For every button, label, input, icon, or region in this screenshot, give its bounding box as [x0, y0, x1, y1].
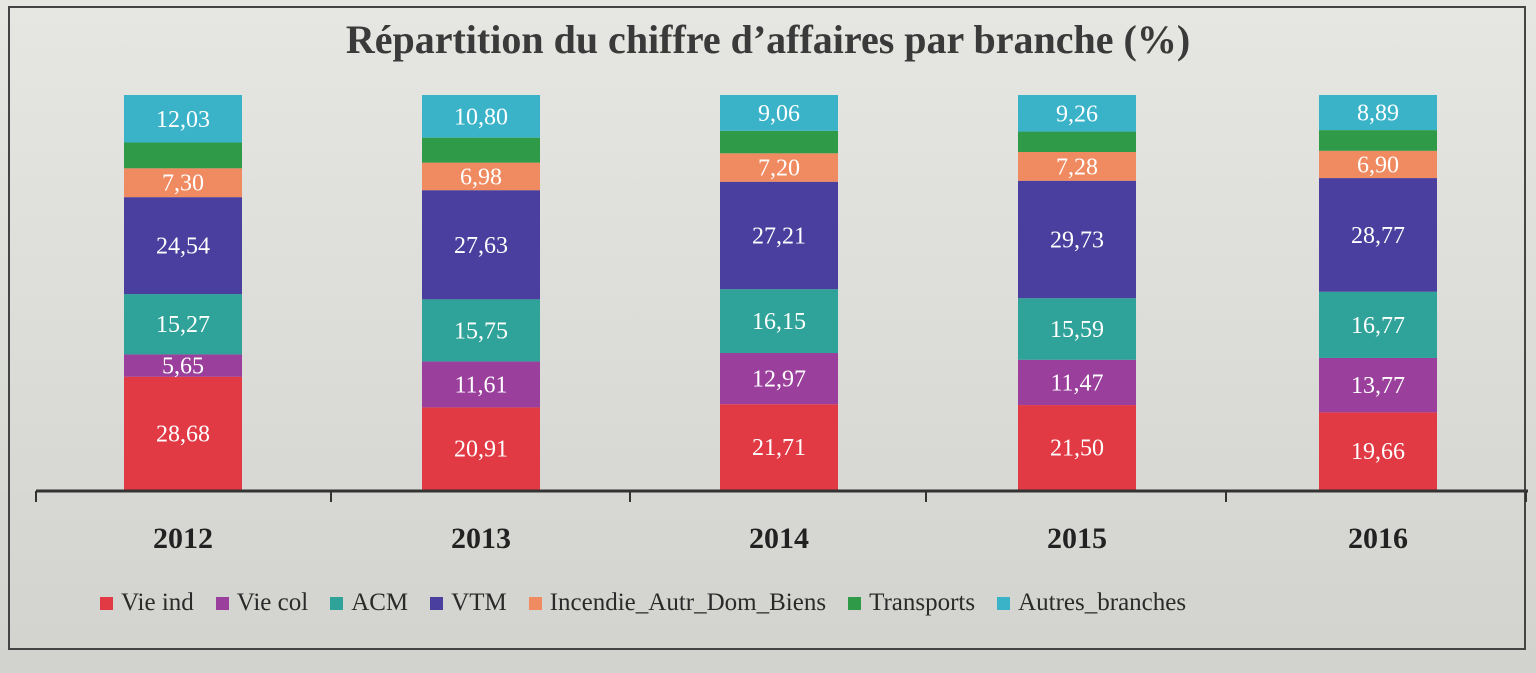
- data-label-2013-6: 10,80: [454, 104, 508, 130]
- data-label-2014-1: 12,97: [752, 367, 806, 393]
- bar-segment-2014-4: [720, 153, 838, 182]
- legend-item-6: Autres_branches: [997, 589, 1186, 617]
- data-label-2012-0: 28,68: [156, 421, 210, 447]
- bar-segment-2014-0: [720, 404, 838, 490]
- legend-swatch-5: [848, 596, 862, 610]
- bar-segment-2013-1: [422, 361, 540, 408]
- x-tick-label-2016: 2016: [1348, 522, 1408, 555]
- data-label-2016-4: 6,90: [1357, 152, 1399, 178]
- data-label-2013-1: 11,61: [454, 372, 507, 398]
- bar-segment-2012-5: [124, 142, 242, 169]
- data-label-2015-0: 21,50: [1050, 436, 1104, 462]
- bar-segment-2015-6: [1018, 95, 1136, 132]
- data-label-2012-3: 24,54: [156, 234, 210, 260]
- legend-item-2: ACM: [330, 589, 408, 617]
- data-label-2016-0: 19,66: [1351, 439, 1405, 465]
- bar-segment-2014-1: [720, 353, 838, 405]
- bar-segment-2015-4: [1018, 151, 1136, 181]
- bar-segment-2013-5: [422, 137, 540, 163]
- chart-frame: [8, 6, 1526, 650]
- data-label-2013-2: 15,75: [454, 318, 508, 344]
- data-label-2012-6: 12,03: [156, 107, 210, 133]
- legend-label-6: Autres_branches: [1018, 589, 1187, 616]
- data-label-2014-0: 21,71: [752, 435, 806, 461]
- bar-segment-2012-3: [124, 197, 242, 295]
- legend-item-4: Incendie_Autr_Dom_Biens: [528, 589, 827, 617]
- bar-segment-2016-3: [1319, 178, 1437, 292]
- data-label-2016-1: 13,77: [1351, 373, 1405, 399]
- legend-label-0: Vie ind: [121, 589, 194, 616]
- chart-title: Répartition du chiffre d’affaires par br…: [345, 17, 1191, 62]
- data-label-2015-4: 7,28: [1056, 154, 1098, 180]
- data-label-2015-3: 29,73: [1050, 227, 1104, 253]
- legend-label-4: Incendie_Autr_Dom_Biens: [549, 589, 827, 616]
- bar-segment-2016-0: [1319, 412, 1437, 490]
- data-label-2012-1: 5,65: [162, 354, 204, 380]
- data-label-2015-6: 9,26: [1056, 101, 1098, 127]
- legend-swatch-4: [528, 596, 542, 610]
- bar-segment-2013-4: [422, 162, 540, 191]
- data-label-2015-2: 15,59: [1050, 317, 1104, 343]
- legend-label-2: ACM: [351, 589, 409, 616]
- data-label-2013-4: 6,98: [460, 164, 502, 190]
- bar-segment-2012-4: [124, 168, 242, 198]
- bar-segment-2012-0: [124, 376, 242, 490]
- x-tick-label-2015: 2015: [1047, 522, 1107, 555]
- bar-segment-2012-1: [124, 354, 242, 377]
- bar-segment-2012-6: [124, 95, 242, 143]
- bar-segment-2012-2: [124, 294, 242, 355]
- bar-segment-2016-2: [1319, 291, 1437, 358]
- legend-swatch-0: [100, 596, 113, 610]
- legend-swatch-3: [430, 596, 444, 610]
- bar-segment-2013-2: [422, 299, 540, 362]
- data-label-2016-2: 16,77: [1351, 313, 1405, 339]
- bar-segment-2014-6: [720, 95, 838, 131]
- bar-segment-2015-0: [1018, 405, 1136, 490]
- x-tick-label-2014: 2014: [749, 522, 809, 555]
- data-label-2014-2: 16,15: [752, 309, 806, 335]
- data-label-2014-3: 27,21: [752, 223, 806, 249]
- bar-segment-2016-6: [1319, 95, 1437, 131]
- x-tick-label-2013: 2013: [451, 522, 511, 555]
- legend-item-0: Vie ind: [100, 589, 194, 617]
- bar-segment-2015-2: [1018, 298, 1136, 360]
- x-tick-label-2012: 2012: [153, 522, 213, 555]
- bar-segment-2013-3: [422, 190, 540, 300]
- legend-label-3: VTM: [451, 589, 507, 616]
- data-label-2015-1: 11,47: [1050, 370, 1103, 396]
- bar-segment-2015-1: [1018, 359, 1136, 406]
- data-label-2014-4: 7,20: [758, 156, 800, 182]
- legend-label-5: Transports: [869, 589, 976, 616]
- legend-item-3: VTM: [430, 589, 507, 617]
- bar-segment-2016-1: [1319, 357, 1437, 413]
- data-label-2016-3: 28,77: [1351, 223, 1405, 249]
- bar-segment-2014-3: [720, 181, 838, 290]
- legend-item-5: Transports: [848, 589, 975, 617]
- bar-segment-2013-6: [422, 95, 540, 138]
- bar-segment-2016-5: [1319, 130, 1437, 151]
- bar-segment-2014-2: [720, 289, 838, 354]
- bar-segment-2014-5: [720, 130, 838, 154]
- legend-item-1: Vie col: [215, 589, 309, 617]
- legend-swatch-2: [330, 596, 344, 610]
- data-label-2012-4: 7,30: [162, 171, 204, 197]
- data-label-2014-6: 9,06: [758, 101, 800, 127]
- legend-label-1: Vie col: [236, 589, 309, 616]
- bar-segment-2013-0: [422, 407, 540, 490]
- data-label-2016-6: 8,89: [1357, 101, 1399, 127]
- legend-swatch-6: [997, 596, 1011, 610]
- legend-swatch-1: [215, 596, 229, 610]
- data-label-2013-0: 20,91: [454, 437, 508, 463]
- bar-segment-2015-3: [1018, 180, 1136, 299]
- data-label-2012-2: 15,27: [156, 312, 210, 338]
- bar-segment-2015-5: [1018, 131, 1136, 152]
- bar-segment-2016-4: [1319, 150, 1437, 179]
- chart-legend: Vie ind Vie col ACM VTM Incendie_Autr_Dom_Bi…: [100, 585, 1480, 621]
- data-label-2013-3: 27,63: [454, 233, 508, 259]
